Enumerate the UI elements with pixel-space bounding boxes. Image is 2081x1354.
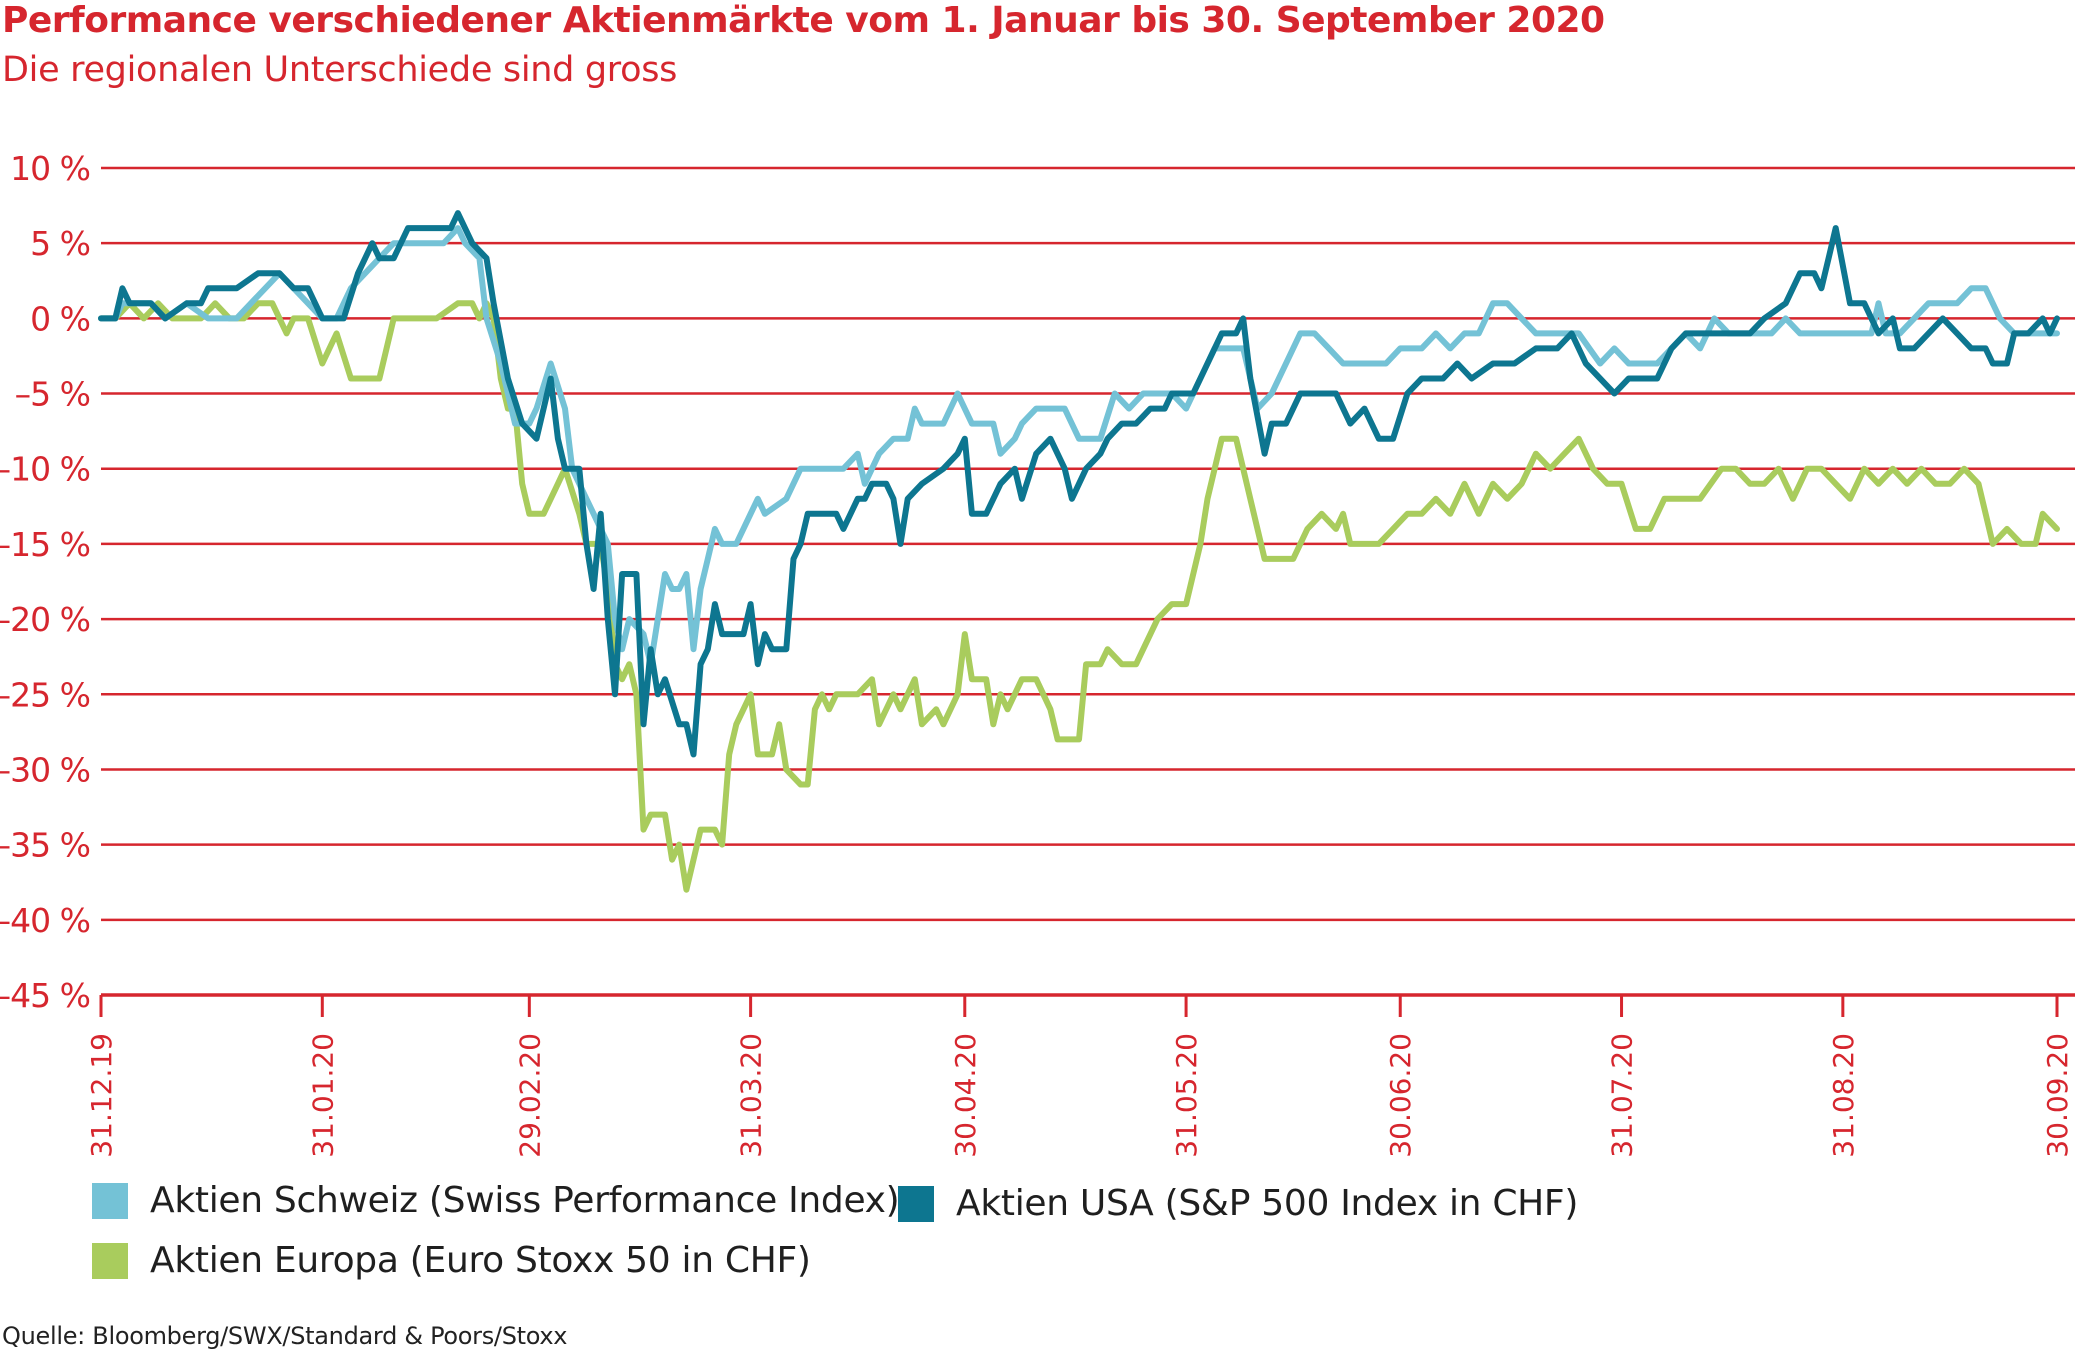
line-chart: 10 % 5 % 0 % –5 % –10 % –15 % –20 % –25 % –30 % –… xyxy=(0,149,2075,1158)
y-tick-label: –35 % xyxy=(0,826,90,865)
series-line-europa xyxy=(98,300,2060,893)
chart-title: Performance verschiedener Aktienmärkte v… xyxy=(2,0,1605,41)
series-line-schweiz xyxy=(98,225,2060,668)
y-tick-label: 10 % xyxy=(10,149,90,188)
y-tick-label: –15 % xyxy=(0,525,90,564)
x-tick-label: 31.03.20 xyxy=(735,1033,768,1158)
y-tick-label: –20 % xyxy=(0,600,90,639)
legend-swatch-schweiz xyxy=(92,1182,128,1219)
legend-label-schweiz: Aktien Schweiz (Swiss Performance Index) xyxy=(150,1180,900,1221)
series-line-usa xyxy=(98,210,2060,758)
y-tick-label: 5 % xyxy=(30,224,90,263)
y-tick-label: –30 % xyxy=(0,750,90,789)
x-tick-label: 31.12.19 xyxy=(85,1033,118,1158)
legend-swatch-usa xyxy=(898,1185,934,1222)
y-tick-label: –5 % xyxy=(15,375,90,414)
legend-item-schweiz: Aktien Schweiz (Swiss Performance Index) xyxy=(92,1180,900,1221)
x-tick-label: 29.02.20 xyxy=(513,1033,546,1158)
x-tick-label: 30.09.20 xyxy=(2041,1033,2074,1158)
legend-label-europa: Aktien Europa (Euro Stoxx 50 in CHF) xyxy=(150,1240,811,1281)
source-note: Quelle: Bloomberg/SWX/Standard & Poors/S… xyxy=(2,1322,568,1350)
x-tick-label: 30.04.20 xyxy=(949,1033,982,1158)
legend-item-usa: Aktien USA (S&P 500 Index in CHF) xyxy=(898,1183,1578,1224)
x-tick-label: 30.06.20 xyxy=(1384,1033,1417,1158)
y-tick-label: –45 % xyxy=(0,976,90,1015)
y-tick-label: –40 % xyxy=(0,901,90,940)
y-tick-label: –10 % xyxy=(0,450,90,489)
y-tick-label: –25 % xyxy=(0,675,90,714)
x-tick-label: 31.07.20 xyxy=(1606,1033,1639,1158)
y-tick-label: 0 % xyxy=(30,299,90,338)
legend-swatch-europa xyxy=(92,1242,128,1279)
chart-subtitle: Die regionalen Unterschiede sind gross xyxy=(2,50,678,90)
x-tick-label: 31.05.20 xyxy=(1170,1033,1203,1158)
x-tick-label: 31.08.20 xyxy=(1827,1033,1860,1158)
legend-item-europa: Aktien Europa (Euro Stoxx 50 in CHF) xyxy=(92,1240,811,1281)
legend-label-usa: Aktien USA (S&P 500 Index in CHF) xyxy=(956,1183,1579,1224)
x-tick-label: 31.01.20 xyxy=(306,1033,339,1158)
